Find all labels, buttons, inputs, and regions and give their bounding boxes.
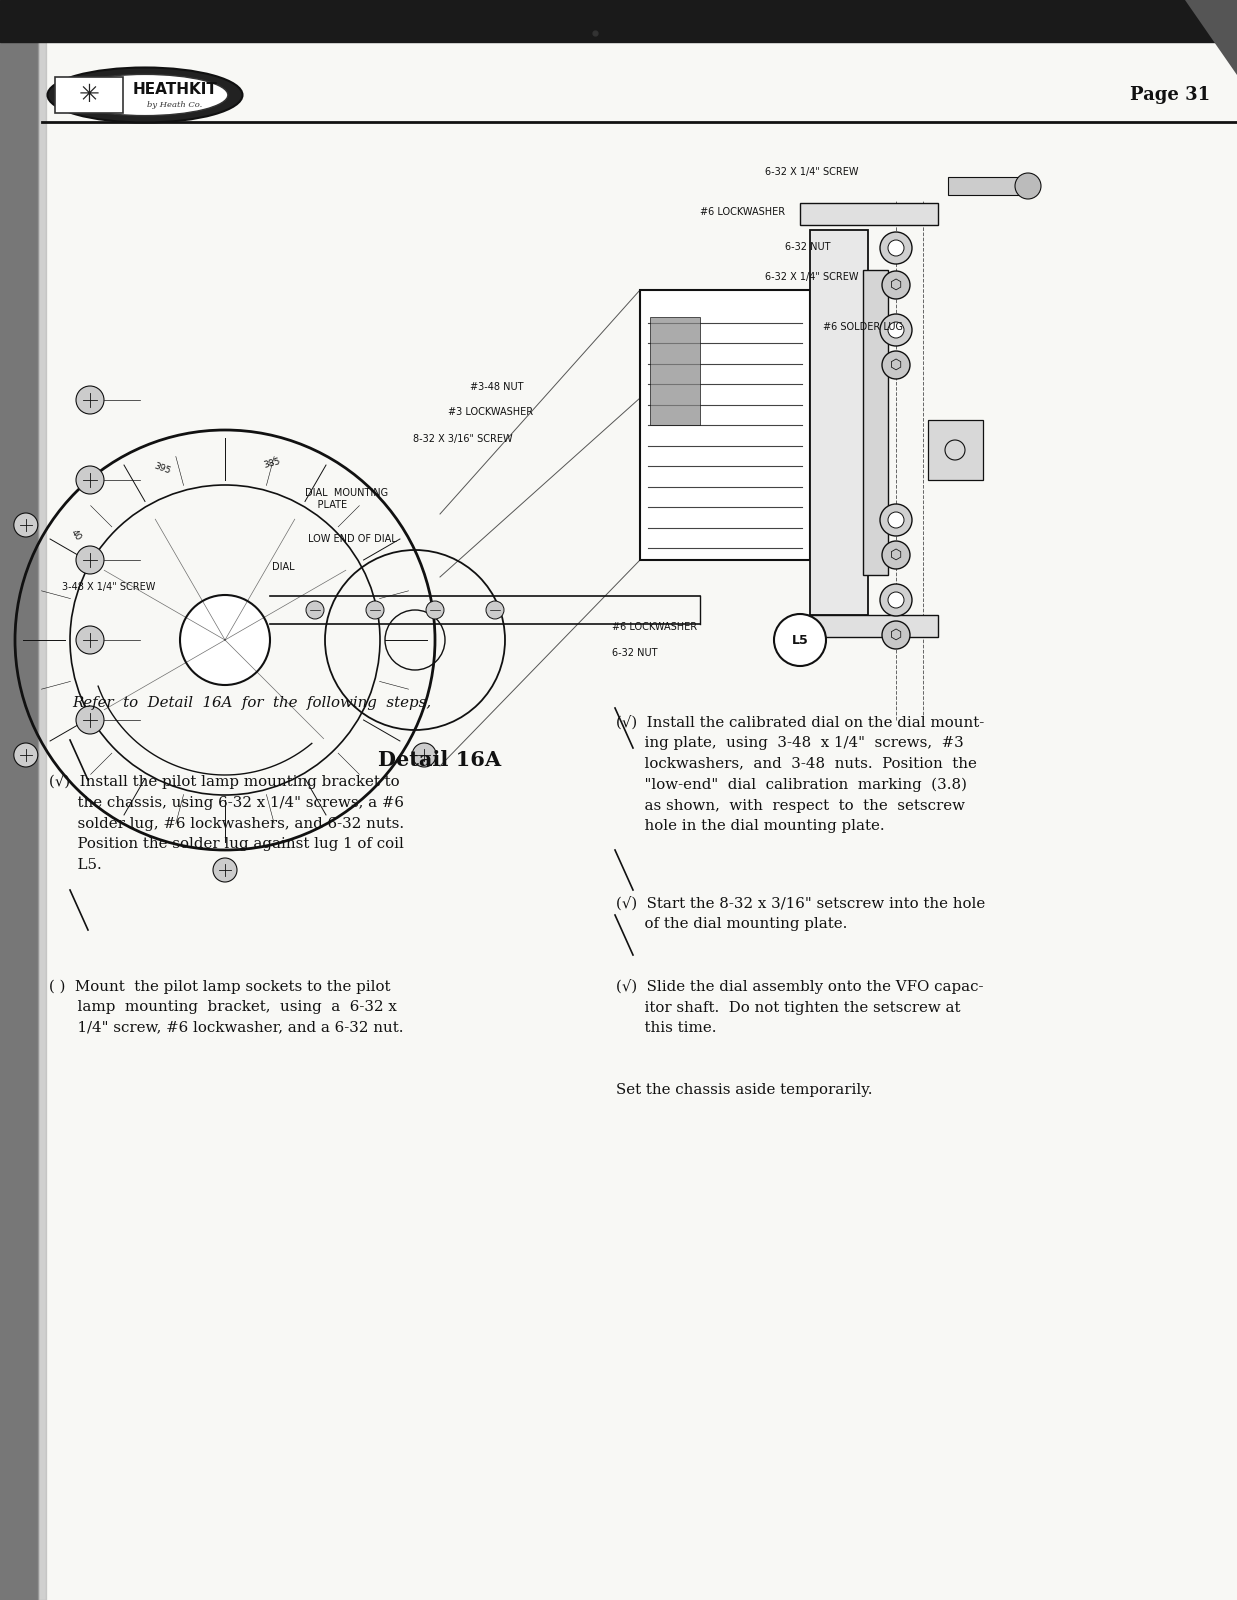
Text: 6-32 X 1/4" SCREW: 6-32 X 1/4" SCREW xyxy=(764,166,858,178)
Text: Refer  to  Detail  16A  for  the  following  steps,: Refer to Detail 16A for the following st… xyxy=(72,696,430,710)
Ellipse shape xyxy=(47,67,242,123)
Bar xyxy=(800,614,938,637)
Text: ✳: ✳ xyxy=(78,83,99,107)
Text: 40: 40 xyxy=(68,528,83,542)
Circle shape xyxy=(412,742,437,766)
Text: 6-32 NUT: 6-32 NUT xyxy=(612,648,658,658)
Bar xyxy=(54,77,122,114)
Text: 6-32 X 1/4" SCREW: 6-32 X 1/4" SCREW xyxy=(764,272,858,282)
Circle shape xyxy=(882,541,910,570)
Text: #3 LOCKWASHER: #3 LOCKWASHER xyxy=(448,406,533,418)
Text: ⬡: ⬡ xyxy=(889,627,902,642)
Circle shape xyxy=(213,858,238,882)
Circle shape xyxy=(75,386,104,414)
Bar xyxy=(948,178,1028,195)
Circle shape xyxy=(774,614,826,666)
Bar xyxy=(800,203,938,226)
Circle shape xyxy=(181,595,270,685)
Ellipse shape xyxy=(62,74,228,115)
Text: Page 31: Page 31 xyxy=(1129,86,1210,104)
Text: DIAL  MOUNTING
    PLATE: DIAL MOUNTING PLATE xyxy=(306,488,388,510)
Circle shape xyxy=(882,350,910,379)
Bar xyxy=(38,0,46,1600)
Circle shape xyxy=(14,514,38,538)
Text: DIAL: DIAL xyxy=(272,562,294,573)
Text: ( )  Mount  the pilot lamp sockets to the pilot
      lamp  mounting  bracket,  : ( ) Mount the pilot lamp sockets to the … xyxy=(49,979,404,1035)
Circle shape xyxy=(880,314,912,346)
Text: ⬡: ⬡ xyxy=(889,278,902,291)
Circle shape xyxy=(426,602,444,619)
Circle shape xyxy=(880,232,912,264)
Text: ⬡: ⬡ xyxy=(889,358,902,371)
Text: Detail 16A: Detail 16A xyxy=(379,750,501,770)
Text: 395: 395 xyxy=(153,461,172,475)
Circle shape xyxy=(888,322,904,338)
Circle shape xyxy=(880,584,912,616)
Circle shape xyxy=(888,512,904,528)
Text: LOW END OF DIAL: LOW END OF DIAL xyxy=(308,534,397,544)
Text: by Heath Co.: by Heath Co. xyxy=(147,101,203,109)
Circle shape xyxy=(366,602,383,619)
Circle shape xyxy=(888,592,904,608)
Bar xyxy=(649,317,700,426)
Bar xyxy=(810,230,868,614)
Text: (√)  Start the 8-32 x 3/16" setscrew into the hole
      of the dial mounting pl: (√) Start the 8-32 x 3/16" setscrew into… xyxy=(616,896,986,931)
Bar xyxy=(928,419,983,480)
Text: 3-48 X 1/4" SCREW: 3-48 X 1/4" SCREW xyxy=(62,582,156,592)
Text: (√)  Slide the dial assembly onto the VFO capac-
      itor shaft.  Do not tight: (√) Slide the dial assembly onto the VFO… xyxy=(616,979,983,1035)
Circle shape xyxy=(880,504,912,536)
Text: (√)  Install the pilot lamp mounting bracket to
      the chassis, using 6-32 x : (√) Install the pilot lamp mounting brac… xyxy=(49,774,404,872)
Text: 8-32 X 3/16" SCREW: 8-32 X 3/16" SCREW xyxy=(413,434,512,443)
Bar xyxy=(863,270,888,574)
Circle shape xyxy=(882,621,910,650)
Circle shape xyxy=(75,466,104,494)
Text: #6 LOCKWASHER: #6 LOCKWASHER xyxy=(700,206,785,218)
Bar xyxy=(0,0,1237,42)
Text: HEATHKIT: HEATHKIT xyxy=(132,83,218,98)
Polygon shape xyxy=(1185,0,1237,75)
Circle shape xyxy=(75,546,104,574)
Bar xyxy=(640,290,810,560)
Circle shape xyxy=(1016,173,1042,198)
Text: 6-32 NUT: 6-32 NUT xyxy=(785,242,830,251)
Circle shape xyxy=(882,270,910,299)
Text: Set the chassis aside temporarily.: Set the chassis aside temporarily. xyxy=(616,1083,872,1098)
Circle shape xyxy=(888,240,904,256)
Circle shape xyxy=(75,626,104,654)
Text: #3-48 NUT: #3-48 NUT xyxy=(470,382,523,392)
Text: ⬡: ⬡ xyxy=(889,547,902,562)
Text: L5: L5 xyxy=(792,634,808,646)
Circle shape xyxy=(14,742,38,766)
Text: #6 SOLDER LUG: #6 SOLDER LUG xyxy=(823,322,903,333)
Circle shape xyxy=(486,602,503,619)
Text: 385: 385 xyxy=(262,458,282,470)
Text: #6 LOCKWASHER: #6 LOCKWASHER xyxy=(612,622,698,632)
Circle shape xyxy=(75,706,104,734)
Circle shape xyxy=(306,602,324,619)
Text: (√)  Install the calibrated dial on the dial mount-
      ing plate,  using  3-4: (√) Install the calibrated dial on the d… xyxy=(616,715,985,834)
Bar xyxy=(0,0,38,1600)
